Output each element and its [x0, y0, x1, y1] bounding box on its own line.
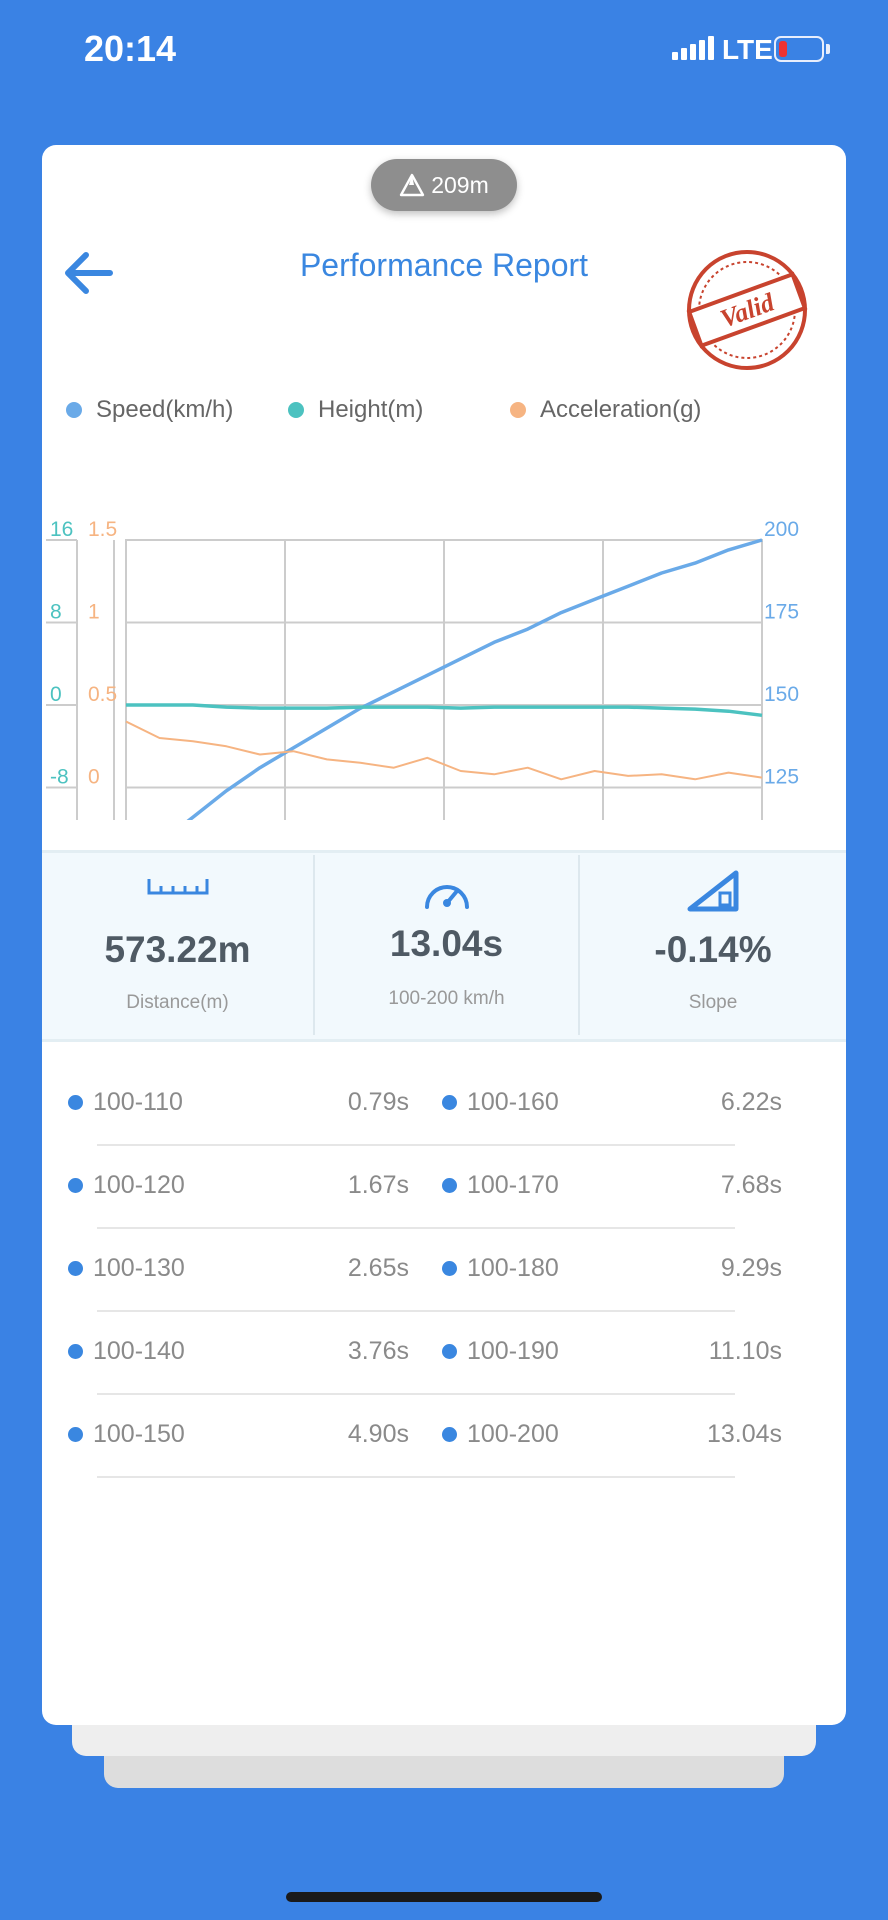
speed-tick-label: 175	[764, 601, 799, 624]
legend-speed-label: Speed(km/h)	[96, 396, 234, 423]
height-tick-label: -8	[50, 766, 69, 789]
accel-tick-label: 1	[88, 601, 100, 624]
ruler-icon	[147, 879, 208, 895]
status-time: 20:14	[84, 28, 177, 69]
series-line-acceleration	[125, 720, 763, 781]
legend-speed: Speed(km/h)	[66, 395, 233, 425]
split-dot	[442, 1261, 457, 1276]
series-line-height	[126, 703, 763, 718]
split-label: 100-130	[93, 1254, 185, 1282]
battery-icon	[774, 36, 824, 62]
split-dot	[442, 1095, 457, 1110]
split-dot	[68, 1095, 83, 1110]
stat-slope: -0.14% Slope	[580, 853, 846, 1039]
home-indicator[interactable]	[286, 1892, 602, 1902]
split-dot	[68, 1427, 83, 1442]
stat-distance: 573.22m Distance(m)	[42, 853, 313, 1039]
stats-panel: 573.22m Distance(m) 13.04s 100-200 km/h …	[42, 850, 846, 1042]
split-label: 100-150	[93, 1420, 185, 1448]
series-line-speed	[186, 538, 763, 820]
mountain-icon	[400, 173, 425, 197]
row-divider	[97, 1144, 735, 1146]
split-label: 100-200	[467, 1420, 559, 1448]
split-label: 100-140	[93, 1337, 185, 1365]
split-time: 2.65s	[347, 1254, 409, 1282]
signal-icon	[672, 36, 714, 60]
split-dot	[68, 1261, 83, 1276]
split-label: 100-170	[467, 1171, 559, 1199]
split-label: 100-110	[93, 1088, 183, 1116]
height-tick-label: 16	[50, 518, 73, 541]
split-time: 3.76s	[347, 1337, 409, 1365]
row-divider	[97, 1393, 735, 1395]
split-dot	[442, 1427, 457, 1442]
accel-tick-label: 0	[88, 766, 100, 789]
speed-tick-label: 150	[764, 683, 799, 706]
split-time: 1.67s	[347, 1171, 409, 1199]
slope-label: Slope	[688, 992, 738, 1013]
split-dot	[68, 1178, 83, 1193]
row-divider	[97, 1310, 735, 1312]
split-time: 0.79s	[347, 1088, 409, 1116]
split-label: 100-180	[467, 1254, 559, 1282]
split-dot	[442, 1344, 457, 1359]
altitude-badge: 209m	[371, 159, 517, 211]
split-dot	[68, 1344, 83, 1359]
page-title: Performance Report	[299, 247, 589, 283]
split-time: 11.10s	[708, 1337, 782, 1365]
stat-time: 13.04s 100-200 km/h	[315, 853, 578, 1039]
row-divider	[97, 1476, 735, 1478]
distance-value: 573.22m	[104, 929, 251, 970]
row-divider	[97, 1227, 735, 1229]
altitude-value: 209m	[431, 171, 489, 198]
time-label: 100-200 km/h	[388, 988, 505, 1009]
valid-stamp: Valid	[686, 250, 808, 370]
split-label: 100-120	[93, 1171, 185, 1199]
split-time: 4.90s	[347, 1420, 409, 1448]
accel-tick-label: 0.5	[88, 683, 117, 706]
network-type: LTE	[722, 34, 773, 65]
slope-value: -0.14%	[654, 929, 772, 970]
legend-height-label: Height(m)	[318, 396, 424, 423]
split-time: 9.29s	[720, 1254, 782, 1282]
split-time: 6.22s	[720, 1088, 782, 1116]
split-label: 100-160	[467, 1088, 559, 1116]
slope-icon	[687, 870, 739, 912]
back-arrow-icon[interactable]	[60, 245, 116, 301]
time-value: 13.04s	[389, 923, 504, 964]
report-card: 209m Performance Report Valid Speed(km/h…	[42, 145, 846, 1725]
battery-nub	[826, 44, 830, 54]
legend-height: Height(m)	[288, 395, 423, 425]
legend-acceleration: Acceleration(g)	[510, 395, 701, 425]
split-time: 7.68s	[720, 1171, 782, 1199]
split-dot	[442, 1178, 457, 1193]
legend-acceleration-label: Acceleration(g)	[540, 396, 702, 423]
split-time: 13.04s	[706, 1420, 782, 1448]
speed-tick-label: 200	[764, 518, 799, 541]
accel-tick-label: 1.5	[88, 518, 117, 541]
height-tick-label: 8	[50, 601, 62, 624]
split-label: 100-190	[467, 1337, 559, 1365]
distance-label: Distance(m)	[126, 992, 229, 1013]
height-tick-label: 0	[50, 683, 62, 706]
speedometer-icon	[424, 885, 469, 909]
status-bar: 20:14 LTE	[0, 0, 888, 100]
speed-tick-label: 125	[764, 766, 799, 789]
